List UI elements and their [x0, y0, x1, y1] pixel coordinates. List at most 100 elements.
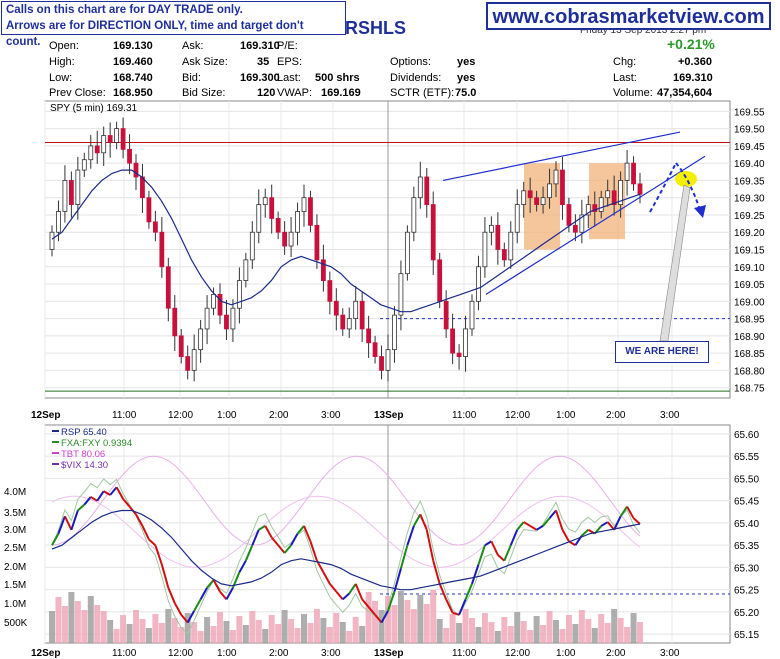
rsp-segment	[51, 533, 60, 546]
low-value: 168.740	[113, 72, 153, 84]
rsp-segment	[225, 587, 234, 600]
candle-body	[547, 183, 552, 199]
volume-bar	[249, 611, 256, 643]
legend-swatch	[52, 452, 59, 454]
rsp-segment	[167, 587, 176, 604]
volume-bar	[229, 630, 236, 643]
disclaimer-box: Calls on this chart are for DAY TRADE on…	[1, 1, 346, 48]
rsp-segment	[399, 544, 409, 569]
high-label: High:	[49, 56, 75, 68]
lower-x-tick-label: 3:00	[321, 648, 341, 659]
volume-bar	[74, 601, 81, 643]
moving-average-line	[51, 169, 641, 313]
candle-body	[398, 273, 404, 316]
rsp-segment	[406, 525, 415, 546]
candle-body	[598, 197, 604, 212]
price-x-tick-label: 11:00	[452, 410, 477, 421]
volume-bar	[145, 628, 152, 643]
rsp-segment	[199, 587, 208, 600]
rsp-segment	[109, 486, 118, 496]
volume-bar	[178, 627, 185, 643]
rsp-segment	[264, 525, 273, 538]
bid-value: 169.300	[240, 72, 280, 84]
candle-body	[262, 197, 268, 206]
candle-body	[81, 159, 87, 171]
volume-bar	[210, 626, 217, 643]
candle-body	[592, 204, 598, 212]
site-url-link[interactable]: www.cobrasmarketview.com	[486, 2, 771, 30]
volume-bar	[339, 622, 346, 643]
rsp-segment	[445, 598, 454, 614]
rsp-segment	[613, 515, 622, 531]
disclaimer-line-1: Calls on this chart are for DAY TRADE on…	[6, 4, 243, 16]
volume-bar	[572, 624, 579, 643]
price-x-tick-label: 12Sep	[31, 410, 60, 421]
volume-bar	[294, 628, 301, 643]
rsp-segment	[160, 564, 170, 589]
candle-body	[256, 204, 262, 233]
candle-body	[217, 293, 223, 316]
rsp-segment	[432, 560, 441, 585]
volume-bar	[449, 614, 456, 643]
candle-body	[172, 307, 178, 337]
volume-bar	[197, 631, 204, 643]
candle-body	[243, 259, 249, 281]
lower-y-tick-label: 65.15	[734, 630, 759, 641]
pe-label: P/E:	[277, 40, 298, 52]
lower-x-tick-label: 13Sep	[374, 648, 403, 659]
options-label: Options:	[390, 56, 431, 68]
lower-y-tick-label: 65.50	[734, 474, 759, 485]
lower-y-tick-label: 65.45	[734, 497, 759, 508]
volume-bar	[152, 614, 159, 643]
ask-size-value: 35	[257, 56, 270, 68]
volume-bar	[158, 623, 165, 643]
volume-bar	[191, 622, 198, 643]
candle-body	[185, 356, 191, 371]
last-label: Last:	[277, 72, 301, 84]
price-x-tick-label: 1:00	[556, 410, 576, 421]
candle-body	[127, 148, 132, 164]
rsp-segment	[536, 525, 544, 531]
volume-bar	[430, 590, 437, 643]
candle-body	[456, 352, 462, 357]
volume-bar	[462, 609, 469, 643]
low-label: Low:	[49, 72, 73, 84]
volume-bar	[288, 619, 295, 643]
candle-body	[521, 190, 527, 206]
volume-bar	[61, 606, 68, 643]
rsp-segment	[438, 583, 448, 600]
rsp-segment	[452, 611, 460, 616]
volume-bar	[55, 597, 62, 643]
price-y-tick-label: 169.15	[734, 246, 765, 257]
rsp-segment	[90, 496, 98, 502]
wedge-upper-trendline	[442, 131, 681, 182]
rsp-segment	[484, 540, 492, 547]
candle-body	[314, 224, 320, 261]
candle-body	[450, 328, 456, 354]
volume-bar	[423, 604, 430, 643]
rsp-segment	[77, 503, 85, 512]
candle-body	[424, 176, 430, 206]
legend-swatch	[52, 441, 59, 443]
volume-bar	[313, 609, 320, 643]
volume-bar	[236, 616, 243, 643]
rsp-segment	[632, 517, 641, 525]
candle-body	[488, 224, 494, 233]
volume-bar	[565, 615, 572, 643]
we-are-here-label: WE ARE HERE!	[615, 341, 709, 363]
rsp-segment	[606, 521, 615, 531]
volume-bar	[488, 622, 495, 643]
rsp-segment	[342, 592, 350, 601]
volume-bar	[533, 616, 540, 643]
volume-bar	[81, 610, 88, 643]
candle-body	[56, 211, 61, 233]
lower-x-tick-label: 2:00	[606, 648, 626, 659]
rsp-segment	[103, 490, 111, 496]
lower-x-tick-label: 11:00	[452, 648, 477, 659]
volume-bar	[87, 596, 94, 643]
candle-body	[211, 293, 216, 309]
candle-body	[372, 342, 378, 357]
volume-bar	[184, 613, 191, 643]
rsp-segment	[509, 529, 519, 546]
ask-label: Ask:	[182, 40, 204, 52]
